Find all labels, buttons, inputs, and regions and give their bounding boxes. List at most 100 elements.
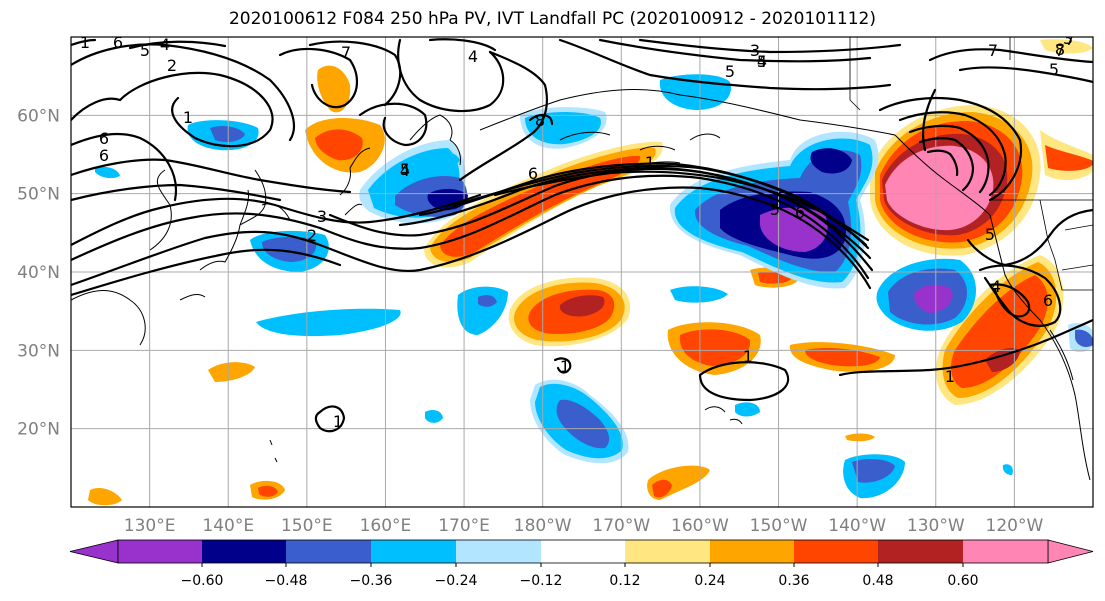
pos-anomaly	[652, 479, 672, 498]
neg-anomaly	[262, 236, 317, 262]
svg-text:7: 7	[1065, 30, 1075, 49]
colorbar-outline	[117, 539, 1049, 564]
colorbar: −0.60 −0.48 −0.36 −0.24 −0.12 0.12 0.24 0.36 0.4…	[69, 539, 1094, 589]
svg-text:8: 8	[1055, 40, 1065, 59]
colorbar-tick-label: −0.48	[265, 573, 308, 589]
colorbar-swatch	[541, 540, 625, 563]
colorbar-swatch	[286, 540, 371, 563]
svg-text:2: 2	[307, 226, 317, 245]
colorbar-tick-label: −0.36	[350, 573, 393, 589]
svg-text:4: 4	[991, 277, 1001, 296]
colorbar-tick-label: −0.24	[435, 573, 478, 589]
neg-anomaly	[1002, 464, 1013, 475]
svg-text:7: 7	[988, 41, 998, 60]
neg-anomaly	[914, 284, 953, 313]
pos-anomaly	[559, 295, 605, 317]
svg-text:8: 8	[535, 111, 545, 130]
neg-anomaly	[1075, 329, 1093, 347]
svg-text:6: 6	[795, 203, 805, 222]
contour-label: 1	[183, 108, 193, 127]
contour-label: 6	[113, 33, 123, 52]
latitude-labels: 60°N 50°N 40°N 30°N 20°N	[17, 106, 60, 439]
lon-label: 140°E	[202, 516, 254, 536]
pos-anomaly	[317, 65, 351, 113]
svg-text:5: 5	[985, 225, 995, 244]
pos-anomaly	[950, 275, 1048, 388]
neg-anomaly	[430, 152, 460, 170]
lon-label: 150°W	[750, 516, 808, 536]
contour-label: 5	[985, 225, 995, 244]
contour-label: 6	[99, 129, 109, 148]
colorbar-swatch	[794, 540, 878, 563]
svg-text:3: 3	[1063, 29, 1073, 48]
colorbar-swatch	[878, 540, 963, 563]
contour-label: 1	[945, 367, 955, 386]
neg-anomaly	[478, 294, 497, 307]
pos-anomaly	[258, 485, 278, 497]
pos-anomaly	[315, 129, 363, 161]
contour-label: 2	[167, 56, 177, 75]
neg-anomaly	[425, 410, 443, 423]
svg-text:1: 1	[945, 367, 955, 386]
lat-label: 60°N	[17, 106, 60, 126]
colorbar-swatch	[202, 540, 286, 563]
colorbar-tick-label: 0.60	[947, 573, 978, 589]
colorbar-tick-label: 0.24	[694, 573, 725, 589]
contour-label: 1	[743, 347, 753, 366]
svg-text:5: 5	[1049, 60, 1059, 79]
contour-label: 5	[770, 200, 780, 219]
colorbar-swatch	[456, 540, 541, 563]
svg-text:3: 3	[317, 207, 327, 226]
contour-label: 5	[140, 41, 150, 60]
contour-label: 1	[333, 412, 343, 431]
pos-anomaly	[208, 362, 255, 382]
lon-label: 120°W	[986, 516, 1044, 536]
contour-label: 6	[99, 146, 109, 165]
neg-anomaly	[670, 286, 728, 303]
contour-label: 1	[80, 37, 90, 52]
lon-label: 130°W	[907, 516, 965, 536]
pos-anomaly	[1045, 145, 1093, 171]
lon-label: 160°E	[360, 516, 412, 536]
contour-label: 7	[1055, 41, 1065, 60]
contour-label: 4	[160, 37, 170, 54]
contour-label: 6	[528, 164, 538, 183]
neg-anomaly	[735, 402, 760, 417]
contour-label: 8	[535, 111, 545, 130]
svg-text:1: 1	[183, 108, 193, 127]
svg-text:5: 5	[400, 160, 410, 179]
contour-label: 7	[988, 41, 998, 60]
lon-label: 130°E	[124, 516, 176, 536]
svg-text:7: 7	[1055, 41, 1065, 60]
contour-label: 6	[795, 203, 805, 222]
svg-text:4: 4	[468, 47, 478, 66]
neg-anomaly	[457, 286, 508, 335]
lon-label: 170°W	[592, 516, 650, 536]
contour-label: 4	[468, 47, 478, 66]
contour-label: 4	[400, 161, 410, 180]
colorbar-tick-label: −0.60	[181, 573, 224, 589]
pos-anomaly	[985, 348, 1020, 372]
pos-anomaly	[1040, 39, 1093, 54]
lat-label: 30°N	[17, 341, 60, 361]
svg-text:6: 6	[113, 33, 123, 52]
contour-label: 5	[757, 52, 767, 71]
colorbar-tick-label: 0.12	[609, 573, 640, 589]
colorbar-swatch	[963, 540, 1048, 563]
longitude-labels: 130°E 140°E 150°E 160°E 170°E 180°W 170°W 160°W…	[124, 516, 1044, 536]
neg-anomaly	[810, 148, 852, 174]
svg-text:6: 6	[528, 164, 538, 183]
colorbar-swatch	[710, 540, 794, 563]
colorbar-tick-label: 0.48	[862, 573, 893, 589]
lon-label: 160°W	[671, 516, 729, 536]
map-title: 2020100612 F084 250 hPa PV, IVT Landfall…	[228, 9, 876, 29]
svg-text:5: 5	[757, 52, 767, 71]
lon-label: 170°E	[438, 516, 490, 536]
contour-label: 3	[750, 41, 760, 60]
contour-label: 3	[317, 207, 327, 226]
svg-text:1: 1	[645, 153, 655, 172]
lat-label: 50°N	[17, 185, 60, 205]
svg-text:5: 5	[140, 41, 150, 60]
lon-label: 150°E	[281, 516, 333, 536]
svg-text:4: 4	[757, 52, 767, 71]
